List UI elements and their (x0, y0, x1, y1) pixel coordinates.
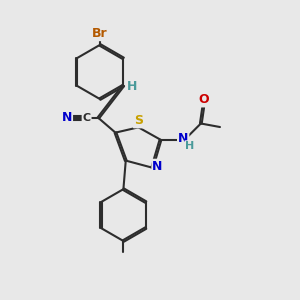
Text: N: N (152, 160, 163, 173)
Text: S: S (134, 114, 143, 127)
Text: O: O (198, 93, 208, 106)
Text: Br: Br (92, 27, 108, 40)
Text: H: H (127, 80, 137, 94)
Text: N: N (62, 111, 72, 124)
Text: N: N (178, 132, 188, 145)
Text: C: C (82, 113, 91, 123)
Text: H: H (185, 141, 195, 151)
